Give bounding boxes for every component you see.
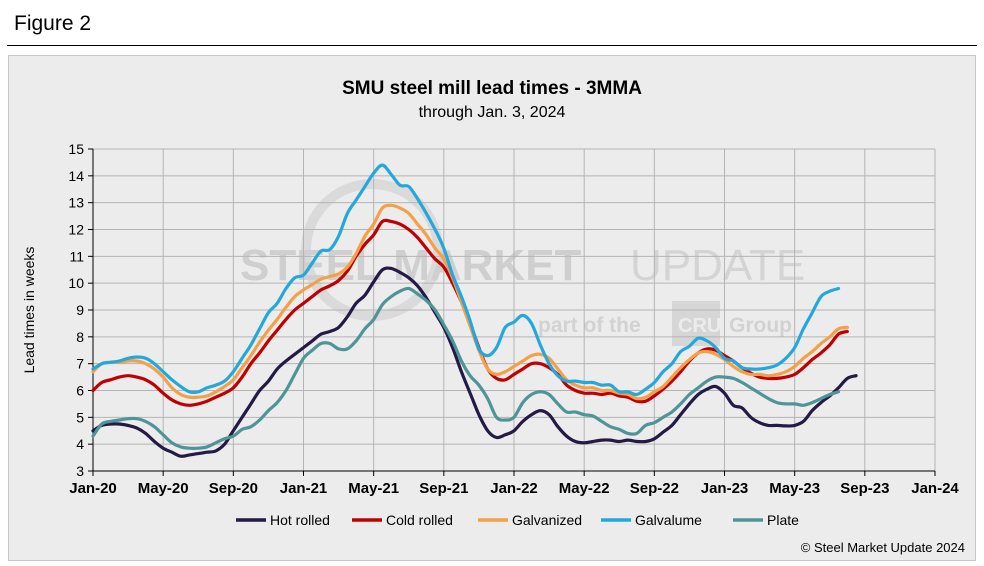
watermark-tagline-right: Group (729, 314, 792, 337)
y-axis-label: Lead times in weeks (21, 247, 37, 374)
y-tick-label: 13 (68, 195, 84, 211)
y-tick-label: 5 (76, 409, 84, 425)
y-axis-ticks: 3 4 5 6 7 8 9 10 11 12 13 14 15 (68, 141, 93, 479)
series-line-galvanized (91, 203, 849, 401)
axes (92, 149, 935, 472)
y-tick-label: 10 (68, 275, 84, 291)
x-tick-label: May-22 (559, 480, 610, 497)
x-tick-label: Jan-20 (69, 480, 117, 497)
y-tick-label: 8 (76, 329, 84, 345)
y-tick-label: 3 (76, 463, 84, 479)
y-tick-label: 7 (76, 356, 84, 372)
x-tick-label: Jan-22 (490, 480, 538, 497)
watermark-brand-bold: STEEL MARKET (240, 241, 582, 290)
chart-title: SMU steel mill lead times - 3MMA (342, 78, 642, 99)
x-tick-label: Sep-21 (419, 480, 468, 497)
legend: Hot rolled Cold rolled Galvanized Galvalume… (236, 512, 799, 528)
copyright-note: © Steel Market Update 2024 (801, 540, 965, 555)
x-tick-label: May-20 (138, 480, 189, 497)
x-tick-label: May-23 (769, 480, 820, 497)
x-tick-label: Jan-21 (280, 480, 328, 497)
x-axis-ticks: Jan-20 May-20 Sep-20 Jan-21 May-21 Sep-21 Jan-… (69, 471, 959, 497)
y-tick-label: 9 (76, 302, 84, 318)
x-tick-label: May-21 (348, 480, 399, 497)
legend-label-plate: Plate (767, 512, 799, 528)
y-tick-label: 15 (68, 141, 84, 157)
legend-label-galvalume: Galvalume (635, 512, 702, 528)
watermark-tagline-left: part of the (538, 314, 641, 337)
chart-subtitle: through Jan. 3, 2024 (419, 104, 566, 121)
y-tick-label: 6 (76, 383, 84, 399)
series-line-hot-rolled (91, 266, 858, 458)
y-tick-label: 11 (69, 248, 84, 264)
y-tick-label: 4 (76, 436, 84, 452)
figure-label: Figure 2 (14, 12, 92, 35)
series-lines (91, 163, 858, 458)
y-tick-label: 12 (68, 222, 84, 238)
x-tick-label: Sep-20 (209, 480, 258, 497)
watermark-brand-thin: UPDATE (630, 241, 805, 290)
watermark: STEEL MARKET UPDATE part of the CRU Grou… (240, 179, 805, 346)
legend-label-hot-rolled: Hot rolled (270, 512, 330, 528)
x-tick-label: Sep-23 (840, 480, 889, 497)
x-tick-label: Jan-24 (911, 480, 959, 497)
gridlines (92, 148, 936, 472)
x-tick-label: Jan-23 (701, 480, 749, 497)
watermark-cru-logo: CRU (678, 315, 721, 337)
series-line-plate (91, 286, 841, 450)
x-tick-label: Sep-22 (630, 480, 679, 497)
y-tick-label: 14 (68, 168, 84, 184)
figure-rule (7, 45, 977, 46)
legend-label-galvanized: Galvanized (512, 512, 582, 528)
series-line-galvalume (91, 163, 841, 397)
legend-label-cold-rolled: Cold rolled (386, 512, 453, 528)
